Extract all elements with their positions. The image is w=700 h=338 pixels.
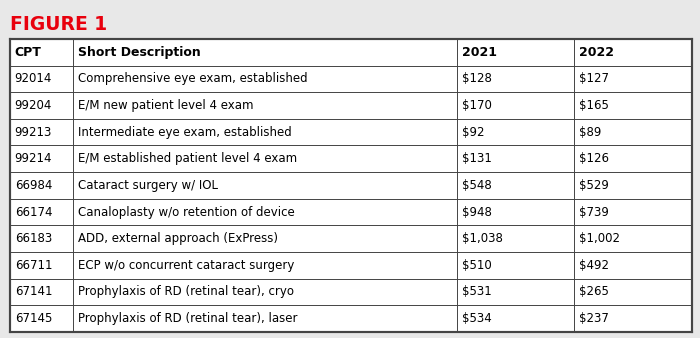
Text: $492: $492 [579, 259, 609, 272]
Text: Prophylaxis of RD (retinal tear), laser: Prophylaxis of RD (retinal tear), laser [78, 312, 298, 325]
Text: $89: $89 [579, 126, 601, 139]
Text: 99213: 99213 [15, 126, 52, 139]
Text: 67141: 67141 [15, 286, 52, 298]
Text: CPT: CPT [15, 46, 41, 59]
Text: Comprehensive eye exam, established: Comprehensive eye exam, established [78, 72, 308, 85]
Text: E/M new patient level 4 exam: E/M new patient level 4 exam [78, 99, 253, 112]
Text: Cataract surgery w/ IOL: Cataract surgery w/ IOL [78, 179, 218, 192]
Text: Intermediate eye exam, established: Intermediate eye exam, established [78, 126, 292, 139]
Text: $170: $170 [462, 99, 492, 112]
Text: 99214: 99214 [15, 152, 52, 165]
Text: $529: $529 [579, 179, 609, 192]
Text: 66174: 66174 [15, 206, 52, 219]
Text: $510: $510 [462, 259, 491, 272]
Text: 66183: 66183 [15, 232, 52, 245]
Text: 67145: 67145 [15, 312, 52, 325]
Text: $739: $739 [579, 206, 609, 219]
Text: Short Description: Short Description [78, 46, 201, 59]
Text: $237: $237 [579, 312, 609, 325]
Text: $131: $131 [462, 152, 492, 165]
Text: $1,002: $1,002 [579, 232, 620, 245]
Text: $128: $128 [462, 72, 492, 85]
Text: $531: $531 [462, 286, 491, 298]
Text: $126: $126 [579, 152, 609, 165]
Text: 66711: 66711 [15, 259, 52, 272]
Text: 2021: 2021 [462, 46, 497, 59]
Text: E/M established patient level 4 exam: E/M established patient level 4 exam [78, 152, 298, 165]
Text: FIGURE 1: FIGURE 1 [10, 15, 107, 34]
Text: ECP w/o concurrent cataract surgery: ECP w/o concurrent cataract surgery [78, 259, 295, 272]
Text: $92: $92 [462, 126, 484, 139]
Bar [10, 39, 692, 332]
Text: $127: $127 [579, 72, 609, 85]
Text: $165: $165 [579, 99, 609, 112]
Text: 99204: 99204 [15, 99, 52, 112]
Text: 92014: 92014 [15, 72, 52, 85]
Text: $548: $548 [462, 179, 491, 192]
Text: Canaloplasty w/o retention of device: Canaloplasty w/o retention of device [78, 206, 295, 219]
Text: 2022: 2022 [579, 46, 614, 59]
Text: $265: $265 [579, 286, 609, 298]
Text: 66984: 66984 [15, 179, 52, 192]
Text: ADD, external approach (ExPress): ADD, external approach (ExPress) [78, 232, 278, 245]
Text: $534: $534 [462, 312, 491, 325]
Text: $948: $948 [462, 206, 492, 219]
Text: Prophylaxis of RD (retinal tear), cryo: Prophylaxis of RD (retinal tear), cryo [78, 286, 294, 298]
Text: $1,038: $1,038 [462, 232, 503, 245]
